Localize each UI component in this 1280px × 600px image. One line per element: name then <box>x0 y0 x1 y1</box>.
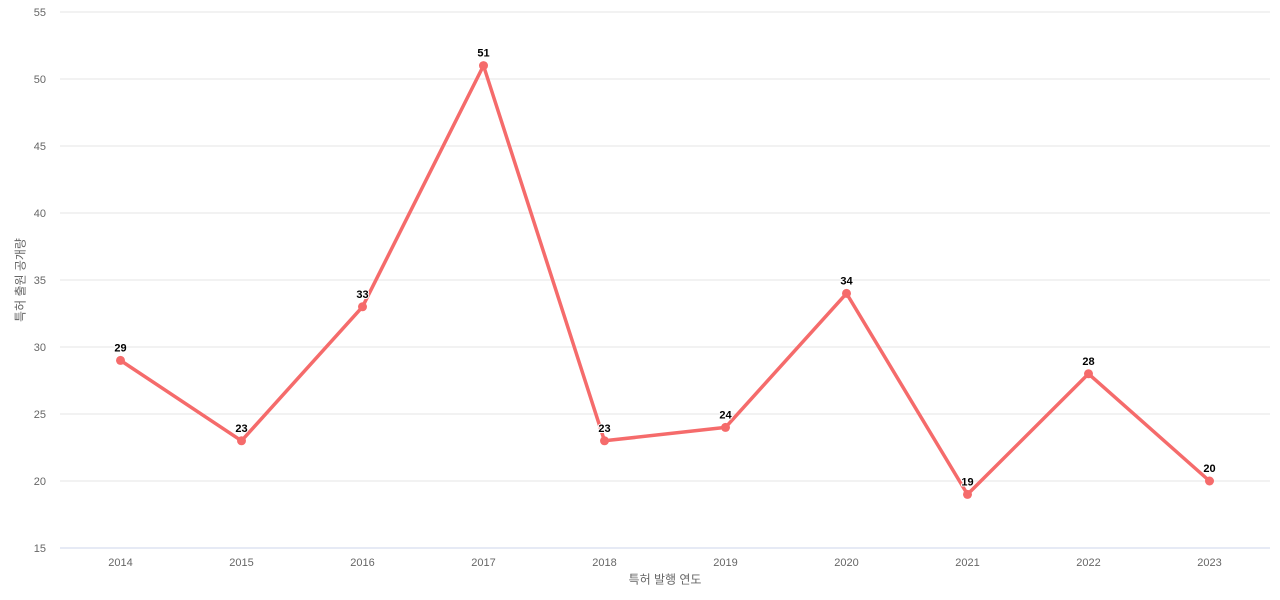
data-point-marker[interactable] <box>721 422 730 432</box>
y-tick-label: 50 <box>34 74 46 86</box>
data-point-label: 33 <box>356 289 368 301</box>
y-tick-label: 25 <box>34 409 46 421</box>
data-point-label: 29 <box>114 342 126 354</box>
y-axis-title: 특허 출원 공개량 <box>13 238 28 322</box>
x-tick-label: 2020 <box>834 557 858 569</box>
y-tick-label: 35 <box>34 275 46 287</box>
series-line <box>118 63 1212 497</box>
x-tick-label: 2016 <box>350 557 374 569</box>
x-tick-label: 2015 <box>229 557 253 569</box>
y-tick-label: 45 <box>34 141 46 153</box>
data-point-marker[interactable] <box>358 302 367 312</box>
data-point-marker[interactable] <box>600 436 609 446</box>
data-point-label: 19 <box>961 476 973 488</box>
data-point-label: 34 <box>840 275 853 287</box>
y-tick-label: 40 <box>34 208 46 220</box>
data-point-label: 23 <box>235 423 247 435</box>
data-point-label: 51 <box>477 48 489 60</box>
data-point-marker[interactable] <box>479 61 488 71</box>
y-tick-label: 20 <box>34 476 46 488</box>
data-point-label: 28 <box>1082 356 1094 368</box>
x-tick-label: 2022 <box>1076 557 1100 569</box>
data-point-marker[interactable] <box>1084 369 1093 379</box>
y-tick-label: 30 <box>34 342 46 354</box>
data-point-label: 24 <box>719 409 732 421</box>
data-point-marker[interactable] <box>237 436 246 446</box>
y-tick-label: 15 <box>34 543 46 555</box>
x-tick-label: 2017 <box>471 557 495 569</box>
data-point-marker[interactable] <box>1205 476 1214 486</box>
x-tick-label: 2018 <box>592 557 616 569</box>
data-point-label: 20 <box>1203 463 1215 475</box>
x-tick-label: 2023 <box>1197 557 1221 569</box>
x-tick-label: 2021 <box>955 557 979 569</box>
data-point-marker[interactable] <box>842 288 851 298</box>
data-point-marker[interactable] <box>963 489 972 499</box>
x-axis-title: 특허 발행 연도 <box>628 572 702 587</box>
data-point-marker[interactable] <box>116 355 125 365</box>
data-point-label: 23 <box>598 423 610 435</box>
x-tick-label: 2014 <box>108 557 132 569</box>
x-tick-label: 2019 <box>713 557 737 569</box>
y-tick-label: 55 <box>34 7 46 19</box>
